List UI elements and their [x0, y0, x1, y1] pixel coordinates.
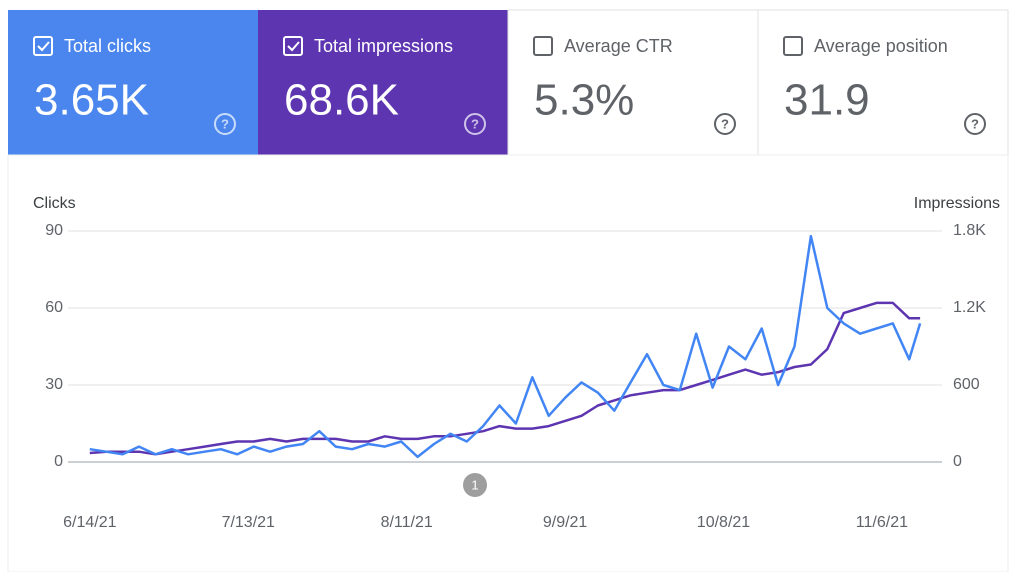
y2-axis-title: Impressions [914, 195, 1000, 212]
checkbox[interactable] [33, 36, 53, 56]
checkbox[interactable] [783, 36, 803, 56]
annotation-marker[interactable] [463, 473, 487, 497]
card-value: 5.3% [534, 76, 634, 125]
series-line [89, 234, 922, 459]
help-icon-mark: ? [721, 116, 729, 131]
x-tick-label: 10/8/21 [697, 514, 750, 531]
card-value: 3.65K [34, 76, 149, 125]
help-icon[interactable] [214, 113, 236, 135]
card-background [507, 9, 759, 156]
card-value: 68.6K [284, 76, 399, 125]
help-icon[interactable] [714, 113, 736, 135]
y-tick-label: 60 [45, 299, 63, 316]
help-icon-mark: ? [221, 116, 229, 131]
help-icon-mark: ? [471, 116, 479, 131]
help-icon[interactable] [464, 113, 486, 135]
y-tick-label: 30 [45, 376, 63, 393]
help-icon[interactable] [964, 113, 986, 135]
series-line [89, 301, 921, 456]
card-background [258, 10, 508, 155]
card-value: 31.9 [784, 76, 870, 125]
card-label: Total impressions [314, 36, 453, 56]
help-icon-mark: ? [971, 116, 979, 131]
y2-tick-label: 600 [953, 376, 980, 393]
checkmark [287, 41, 300, 52]
y2-tick-label: 1.2K [953, 299, 986, 316]
card-label: Average position [814, 36, 948, 56]
metric-card[interactable]: Total impressions 68.6K? [258, 10, 508, 155]
x-tick-label: 9/9/21 [543, 514, 588, 531]
checkbox[interactable] [533, 36, 553, 56]
y-axis-title: Clicks [33, 195, 76, 212]
y2-tick-label: 0 [953, 453, 962, 470]
annotation-label: 1 [471, 477, 478, 492]
metric-card[interactable]: Total clicks 3.65K? [8, 10, 258, 155]
checkbox[interactable] [283, 36, 303, 56]
y2-tick-label: 1.8K [953, 222, 986, 239]
x-tick-label: 11/6/21 [856, 514, 908, 531]
card-label: Average CTR [564, 36, 673, 56]
y-tick-label: 90 [45, 222, 63, 239]
chart-panel [7, 154, 1009, 573]
checkmark [37, 41, 50, 52]
x-tick-label: 8/11/21 [381, 514, 433, 531]
metric-card[interactable]: Average CTR 5.3%? [507, 9, 759, 156]
card-background [8, 10, 258, 155]
y-tick-label: 0 [54, 453, 63, 470]
x-tick-label: 7/13/21 [222, 514, 275, 531]
metric-card[interactable]: Average position 31.9? [757, 9, 1009, 156]
x-tick-label: 6/14/21 [63, 514, 116, 531]
card-label: Total clicks [64, 36, 151, 56]
